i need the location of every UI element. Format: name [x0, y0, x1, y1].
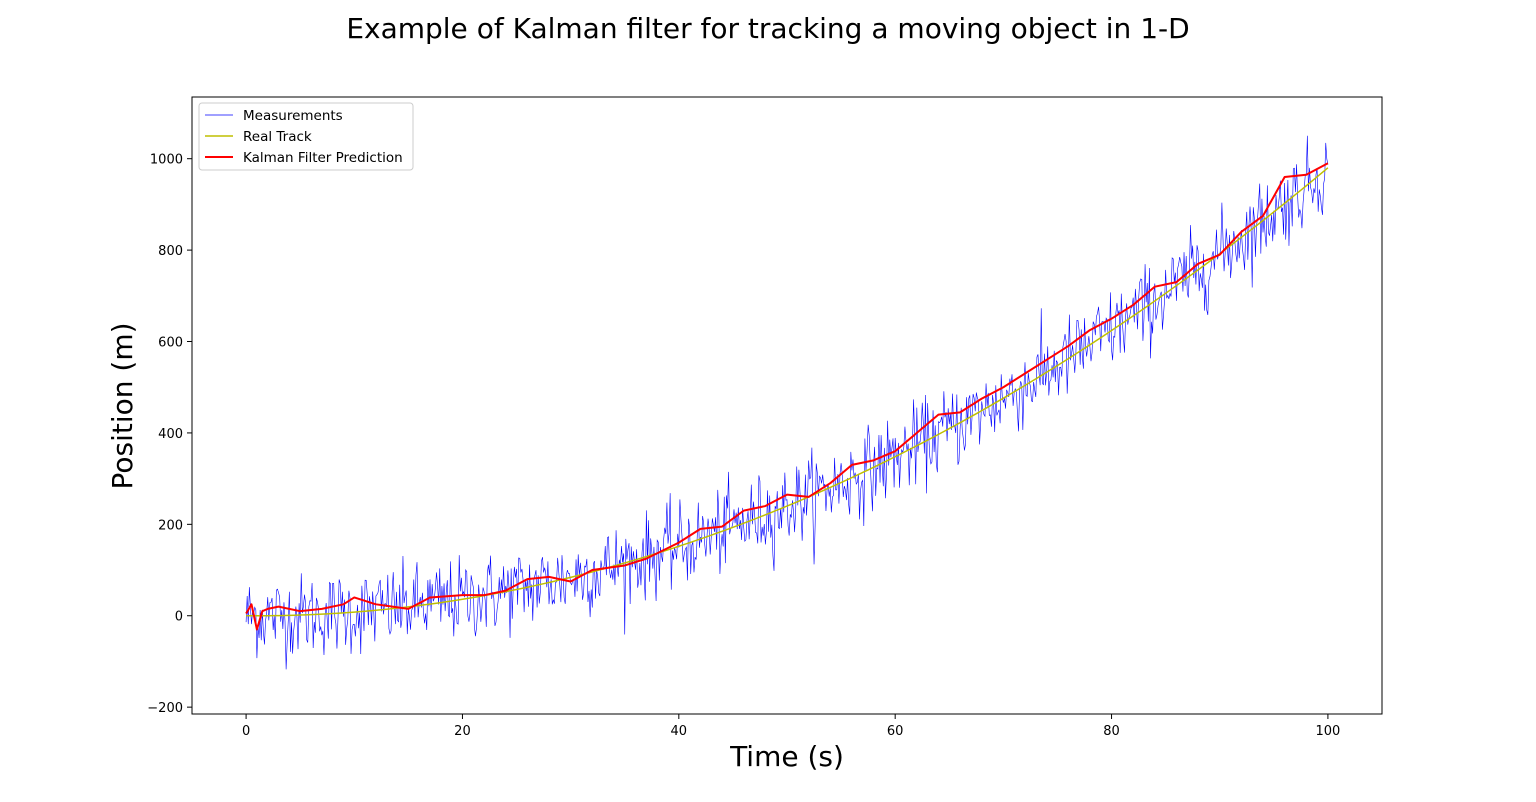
legend-label-measurements: Measurements	[243, 108, 343, 124]
y-tick-label: 1000	[150, 153, 183, 168]
x-tick-label: 100	[1315, 724, 1340, 739]
legend-label-kalman: Kalman Filter Prediction	[243, 150, 403, 166]
x-tick-label: 40	[671, 724, 688, 739]
legend: Measurements Real Track Kalman Filter Pr…	[198, 102, 414, 171]
legend-box	[198, 102, 414, 171]
plot-frame	[191, 96, 1383, 715]
y-axis-label: Position (m)	[106, 322, 139, 489]
series-real-track	[246, 167, 1329, 617]
x-axis: 0 20 40 60 80 100	[242, 714, 1340, 739]
x-tick-label: 60	[887, 724, 904, 739]
y-tick-label: 800	[158, 244, 183, 259]
x-tick-label: 20	[454, 724, 471, 739]
y-axis: −200 0 200 400 600 800 1000	[147, 153, 192, 716]
chart-title: Example of Kalman filter for tracking a …	[346, 12, 1189, 45]
series-kalman-prediction	[245, 162, 1329, 631]
series-measurements	[245, 135, 1329, 670]
y-tick-label: 0	[175, 610, 183, 625]
y-tick-label: 400	[158, 427, 183, 442]
plot-area	[245, 135, 1329, 670]
legend-label-real-track: Real Track	[243, 129, 312, 145]
x-axis-label: Time (s)	[729, 740, 844, 773]
x-tick-label: 0	[242, 724, 250, 739]
y-tick-label: −200	[147, 701, 183, 716]
y-tick-label: 200	[158, 518, 183, 533]
x-tick-label: 80	[1103, 724, 1120, 739]
y-tick-label: 600	[158, 336, 183, 351]
